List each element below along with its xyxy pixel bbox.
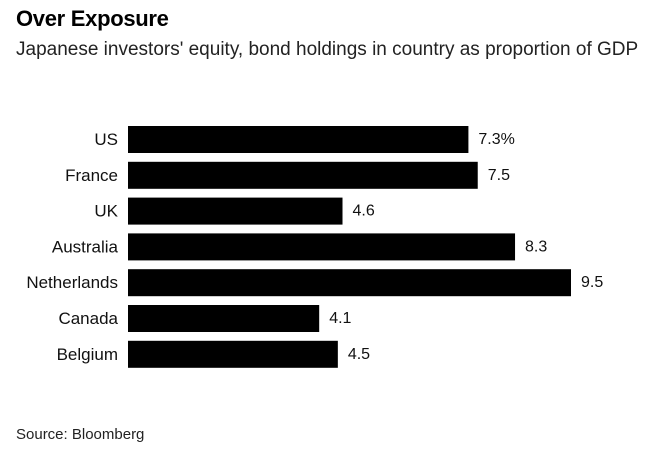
category-label-belgium: Belgium (57, 345, 118, 364)
value-label-canada: 4.1 (329, 310, 351, 327)
category-label-france: France (65, 166, 118, 185)
bars-group: US 7.3% France 7.5 UK 4.6 Australia 8.3 Netherla… (26, 126, 603, 368)
bar-us (128, 126, 469, 153)
category-label-canada: Canada (58, 309, 118, 328)
value-label-australia: 8.3 (525, 238, 547, 255)
category-label-netherlands: Netherlands (26, 273, 118, 292)
category-label-uk: UK (94, 202, 118, 221)
category-label-australia: Australia (52, 237, 119, 256)
bar-belgium (128, 340, 338, 368)
value-label-netherlands: 9.5 (581, 274, 603, 291)
bar-uk (128, 197, 343, 225)
value-label-uk: 4.6 (353, 203, 375, 220)
value-label-france: 7.5 (488, 167, 510, 184)
chart-title: Over Exposure (16, 6, 169, 31)
bar-netherlands (128, 269, 571, 297)
chart-source: Source: Bloomberg (16, 426, 145, 443)
bar-canada (128, 305, 320, 332)
value-label-us: 7.3% (478, 131, 514, 148)
chart-subtitle: Japanese investors' equity, bond holding… (16, 39, 639, 60)
value-label-belgium: 4.5 (348, 346, 370, 363)
category-label-us: US (94, 130, 118, 149)
bar-france (128, 161, 478, 189)
bar-australia (128, 233, 516, 261)
